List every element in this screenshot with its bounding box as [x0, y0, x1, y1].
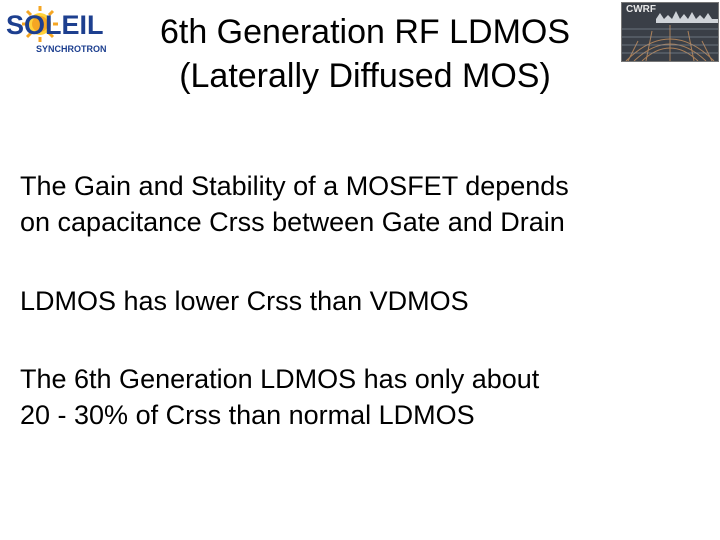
paragraph-gain-stability: The Gain and Stability of a MOSFET depen… — [20, 168, 710, 240]
paragraph-line: The Gain and Stability of a MOSFET depen… — [20, 171, 569, 201]
slide-title: 6th Generation RF LDMOS (Laterally Diffu… — [110, 10, 620, 98]
paragraph-line: on capacitance Crss between Gate and Dra… — [20, 207, 565, 237]
cwrf-logo: CWRF — [621, 2, 719, 62]
cwrf-label: CWRF — [626, 4, 656, 15]
paragraph-line: The 6th Generation LDMOS has only about — [20, 364, 540, 394]
paragraph-line: 20 - 30% of Crss than normal LDMOS — [20, 400, 475, 430]
title-line-2: (Laterally Diffused MOS) — [179, 57, 551, 95]
cwrf-banner-image — [622, 3, 718, 61]
soleil-subtitle: SYNCHROTRON — [36, 44, 107, 54]
sun-icon — [22, 6, 58, 42]
soleil-logo: SOLEIL SYNCHROTRON — [2, 4, 110, 60]
soleil-wordmark: SOLEIL — [6, 10, 104, 40]
paragraph-ldmos-vs-vdmos: LDMOS has lower Crss than VDMOS — [20, 283, 710, 319]
title-line-1: 6th Generation RF LDMOS — [159, 13, 571, 51]
paragraph-6th-generation: The 6th Generation LDMOS has only about … — [20, 361, 710, 433]
paragraph-line: LDMOS has lower Crss than VDMOS — [20, 286, 469, 316]
